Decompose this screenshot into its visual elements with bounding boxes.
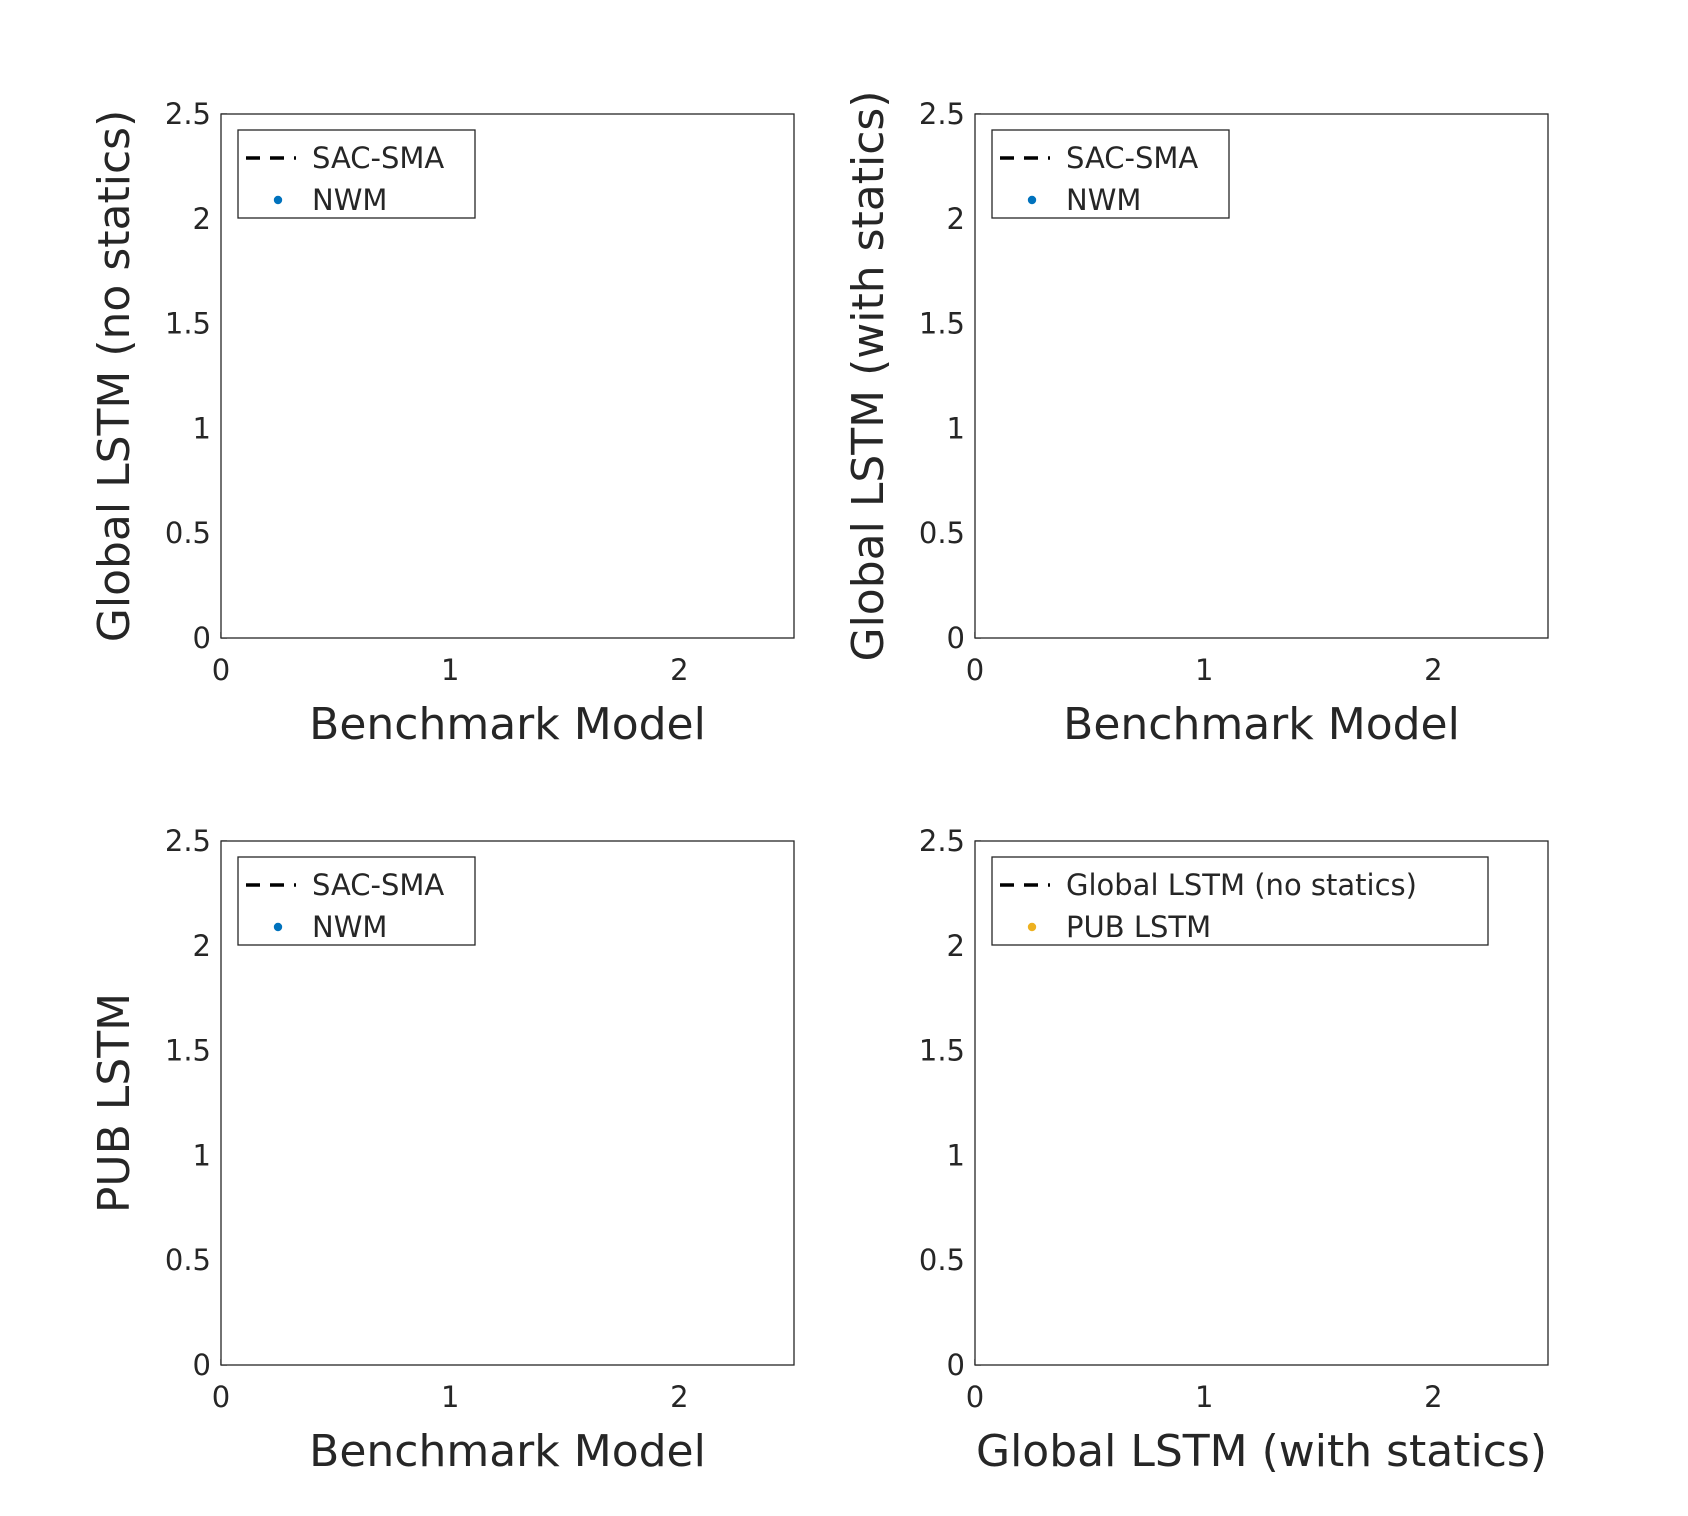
- y-tick-label: 2: [947, 202, 965, 236]
- y-tick-label: 1: [193, 411, 211, 445]
- x-tick-label: 1: [1195, 1380, 1213, 1414]
- legend-label: Global LSTM (no statics): [1066, 868, 1417, 902]
- y-tick-label: 0: [193, 621, 211, 655]
- x-tick-label: 0: [212, 653, 230, 687]
- y-tick-label: 2.5: [165, 824, 211, 858]
- x-tick-label: 2: [670, 653, 688, 687]
- y-tick-label: 2: [193, 202, 211, 236]
- y-tick-label: 0: [947, 1348, 965, 1382]
- x-tick-label: 0: [966, 653, 984, 687]
- y-tick-label: 1: [193, 1138, 211, 1172]
- x-tick-label: 1: [441, 1380, 459, 1414]
- x-tick-label: 1: [441, 653, 459, 687]
- y-tick-label: 1.5: [165, 1034, 211, 1068]
- x-tick-label: 0: [966, 1380, 984, 1414]
- chart-panel-1: 0 1 2 0 0.5 1 1.5 2 2.5 SAC-SMA NWM Benchmark Model…: [89, 97, 795, 750]
- legend-label: NWM: [312, 183, 387, 217]
- y-tick-label: 2.5: [165, 97, 211, 131]
- chart-panel-3: 0 1 2 0 0.5 1 1.5 2 2.5 SAC-SMA NWM Benchmark Model…: [89, 824, 795, 1477]
- legend-dot-icon: [273, 922, 283, 932]
- legend: SAC-SMA NWM: [237, 129, 476, 219]
- legend: SAC-SMA NWM: [991, 129, 1230, 219]
- y-axis-label: PUB LSTM: [89, 993, 140, 1213]
- y-tick-label: 1: [947, 411, 965, 445]
- legend-label: SAC-SMA: [1066, 141, 1198, 175]
- legend-box: [991, 856, 1489, 946]
- legend-label: NWM: [312, 910, 387, 944]
- y-tick-label: 2.5: [919, 824, 965, 858]
- x-tick-label: 2: [1424, 653, 1442, 687]
- legend-dot-icon: [273, 195, 283, 205]
- y-tick-label: 1.5: [919, 307, 965, 341]
- legend-dot-icon: [1027, 922, 1037, 932]
- x-tick-label: 2: [1424, 1380, 1442, 1414]
- legend-label: SAC-SMA: [312, 141, 444, 175]
- y-tick-label: 0: [193, 1348, 211, 1382]
- legend-label: PUB LSTM: [1066, 910, 1211, 944]
- legend-label: NWM: [1066, 183, 1141, 217]
- y-tick-label: 1.5: [919, 1034, 965, 1068]
- legend: Global LSTM (no statics) PUB LSTM: [991, 856, 1489, 946]
- y-tick-label: 2: [193, 929, 211, 963]
- y-axis-label: Global LSTM (with statics): [843, 90, 894, 661]
- x-tick-label: 2: [670, 1380, 688, 1414]
- x-axis-label: Benchmark Model: [309, 699, 706, 750]
- y-tick-label: 0.5: [165, 1243, 211, 1277]
- y-tick-label: 0.5: [919, 1243, 965, 1277]
- y-tick-label: 1.5: [165, 307, 211, 341]
- x-tick-label: 0: [212, 1380, 230, 1414]
- y-tick-label: 0: [947, 621, 965, 655]
- y-tick-label: 0.5: [165, 516, 211, 550]
- x-tick-label: 1: [1195, 653, 1213, 687]
- y-axis-label: Global LSTM (no statics): [89, 110, 140, 642]
- x-axis-label: Benchmark Model: [309, 1426, 706, 1477]
- x-axis-label: Global LSTM (with statics): [976, 1426, 1547, 1477]
- y-tick-label: 2: [947, 929, 965, 963]
- chart-panel-4: 0 1 2 0 0.5 1 1.5 2 2.5 Global LSTM (no statics) P…: [919, 824, 1549, 1477]
- legend: SAC-SMA NWM: [237, 856, 476, 946]
- legend-label: SAC-SMA: [312, 868, 444, 902]
- x-axis-label: Benchmark Model: [1063, 699, 1460, 750]
- legend-dot-icon: [1027, 195, 1037, 205]
- y-tick-label: 0.5: [919, 516, 965, 550]
- y-tick-label: 1: [947, 1138, 965, 1172]
- chart-panel-2: 0 1 2 0 0.5 1 1.5 2 2.5 SAC-SMA NWM Benchmark Model…: [843, 90, 1549, 750]
- y-tick-label: 2.5: [919, 97, 965, 131]
